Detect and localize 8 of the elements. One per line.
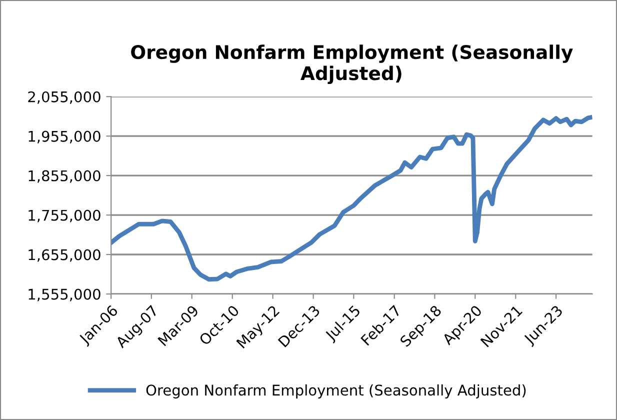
y-tick-label: 1,855,000 bbox=[28, 170, 100, 183]
y-tick-label: 1,655,000 bbox=[28, 249, 100, 262]
y-tick-label: 2,055,000 bbox=[28, 91, 100, 104]
y-tick-label: 1,555,000 bbox=[28, 288, 100, 302]
chart-title: Oregon Nonfarm Employment (Seasonally Adjusted) bbox=[131, 44, 573, 84]
y-tick-label: 1,955,000 bbox=[28, 130, 100, 144]
y-tick-label: 1,755,000 bbox=[28, 210, 100, 222]
legend-label: Oregon Nonfarm Employment (Seasonally Adjusted) bbox=[146, 384, 526, 398]
